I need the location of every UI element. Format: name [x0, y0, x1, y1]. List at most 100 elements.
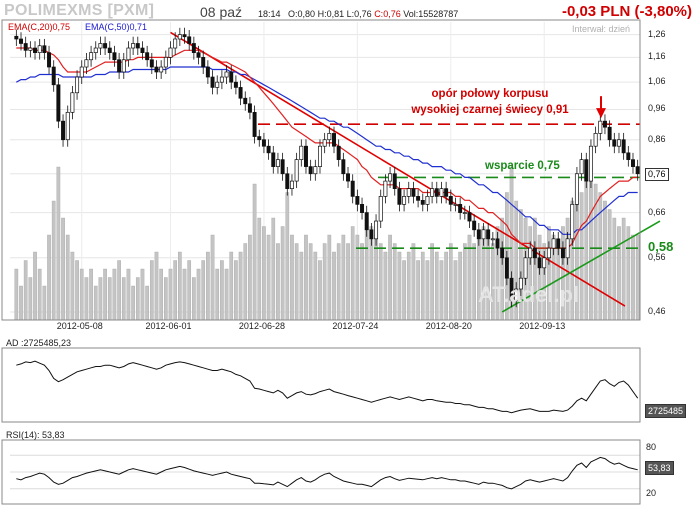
candle-up: [159, 66, 164, 73]
volume-bar: [145, 285, 149, 321]
candle-up: [551, 238, 556, 249]
volume-bar: [392, 243, 397, 321]
volume-bar: [173, 260, 178, 321]
volume-bar: [332, 251, 336, 321]
volume-bar: [37, 268, 42, 321]
candle-down: [205, 66, 210, 78]
candle-up: [215, 81, 220, 88]
date-tick-label: 2012-07-24: [332, 321, 379, 331]
volume-bar: [346, 243, 350, 321]
volume-bar: [327, 234, 332, 321]
candle-down: [560, 247, 565, 259]
candle-up: [490, 238, 495, 241]
candle-down: [532, 247, 537, 259]
volume-bar: [472, 243, 476, 321]
candle-down: [369, 229, 374, 240]
support-058-annotation: 0,58: [648, 239, 674, 254]
candle-down: [238, 87, 243, 99]
candle-down: [434, 188, 439, 197]
volume-bar: [430, 243, 434, 321]
price-tick-label: 0,96: [648, 103, 666, 114]
candle-down: [411, 188, 416, 197]
candle-down: [360, 204, 365, 213]
volume-bar: [47, 234, 51, 321]
volume-bar: [56, 166, 61, 321]
candle-up: [383, 180, 388, 197]
candle-down: [420, 199, 425, 205]
candle-up: [593, 133, 598, 147]
volume-bar: [182, 268, 187, 321]
candle-down: [350, 180, 355, 197]
date-tick-label: 2012-08-20: [425, 321, 472, 331]
main-panel-frame: [1, 19, 641, 321]
volume-bar: [224, 268, 229, 321]
date-tick-label: 2012-05-08: [56, 321, 103, 331]
candle-down: [448, 196, 453, 205]
candle-down: [584, 159, 589, 182]
volume-bar: [28, 277, 33, 321]
volume-bar: [607, 209, 612, 321]
close-value: C:0,76: [374, 9, 401, 19]
volume-bar: [402, 260, 406, 321]
price-tick-label: 0,46: [648, 305, 666, 316]
candle-down: [336, 145, 341, 160]
ad-line: [16, 360, 639, 414]
ad-panel: [16, 360, 639, 414]
volume-bar: [51, 200, 56, 321]
volume-bar: [149, 260, 154, 321]
volume-bar: [589, 166, 593, 321]
volume-bar: [131, 285, 135, 321]
candle-down: [472, 220, 477, 231]
volume-bar: [420, 251, 425, 321]
candle-down: [303, 145, 308, 167]
candle-down: [495, 238, 500, 249]
price-change: -0,03 PLN (-3,80%): [561, 3, 692, 20]
volume-bar: [33, 251, 37, 321]
volume-bar: [584, 175, 589, 321]
candle-down: [23, 43, 28, 51]
candle-down: [271, 152, 276, 167]
candle-down: [308, 166, 313, 175]
volume-bar: [229, 251, 234, 321]
candle-up: [121, 59, 126, 73]
candle-down: [14, 35, 19, 40]
candle-down: [107, 47, 112, 54]
time-value: 18:14: [258, 9, 281, 19]
volume-bar: [135, 277, 140, 321]
candle-down: [355, 196, 360, 205]
volume-bar: [65, 234, 70, 321]
candle-up: [388, 173, 393, 182]
volume-bar: [252, 183, 257, 321]
candle-up: [98, 43, 103, 49]
volume-bar: [313, 251, 318, 321]
ad-last-value: 2725485: [645, 404, 687, 418]
panel-frames: [1, 19, 641, 505]
volume-bar: [262, 226, 266, 321]
volume-value: Vol:15528787: [403, 9, 459, 19]
volume-bar: [406, 251, 411, 321]
candle-up: [75, 76, 80, 94]
volume-bar: [234, 260, 238, 321]
candle-down: [182, 34, 187, 38]
candle-down: [537, 257, 542, 269]
candle-up: [514, 288, 519, 301]
candle-up: [168, 47, 173, 58]
candle-up: [425, 196, 430, 205]
price-tick-label: 1,26: [648, 28, 666, 39]
rsi-panel: [10, 454, 640, 490]
candle-up: [481, 229, 486, 240]
candle-down: [233, 81, 238, 88]
candle-up: [430, 188, 435, 197]
candle-down: [332, 133, 336, 147]
candle-up: [318, 145, 322, 167]
date-tick-label: 2012-06-28: [238, 321, 285, 331]
candle-up: [299, 145, 304, 160]
volume-bar: [617, 226, 621, 321]
volume-bar: [444, 251, 448, 321]
candle-down: [364, 212, 369, 231]
candle-down: [51, 66, 56, 86]
volume-bar: [61, 217, 65, 321]
price-tick-label: 0,66: [648, 206, 666, 217]
volume-bar: [378, 243, 383, 321]
candle-down: [140, 47, 145, 54]
